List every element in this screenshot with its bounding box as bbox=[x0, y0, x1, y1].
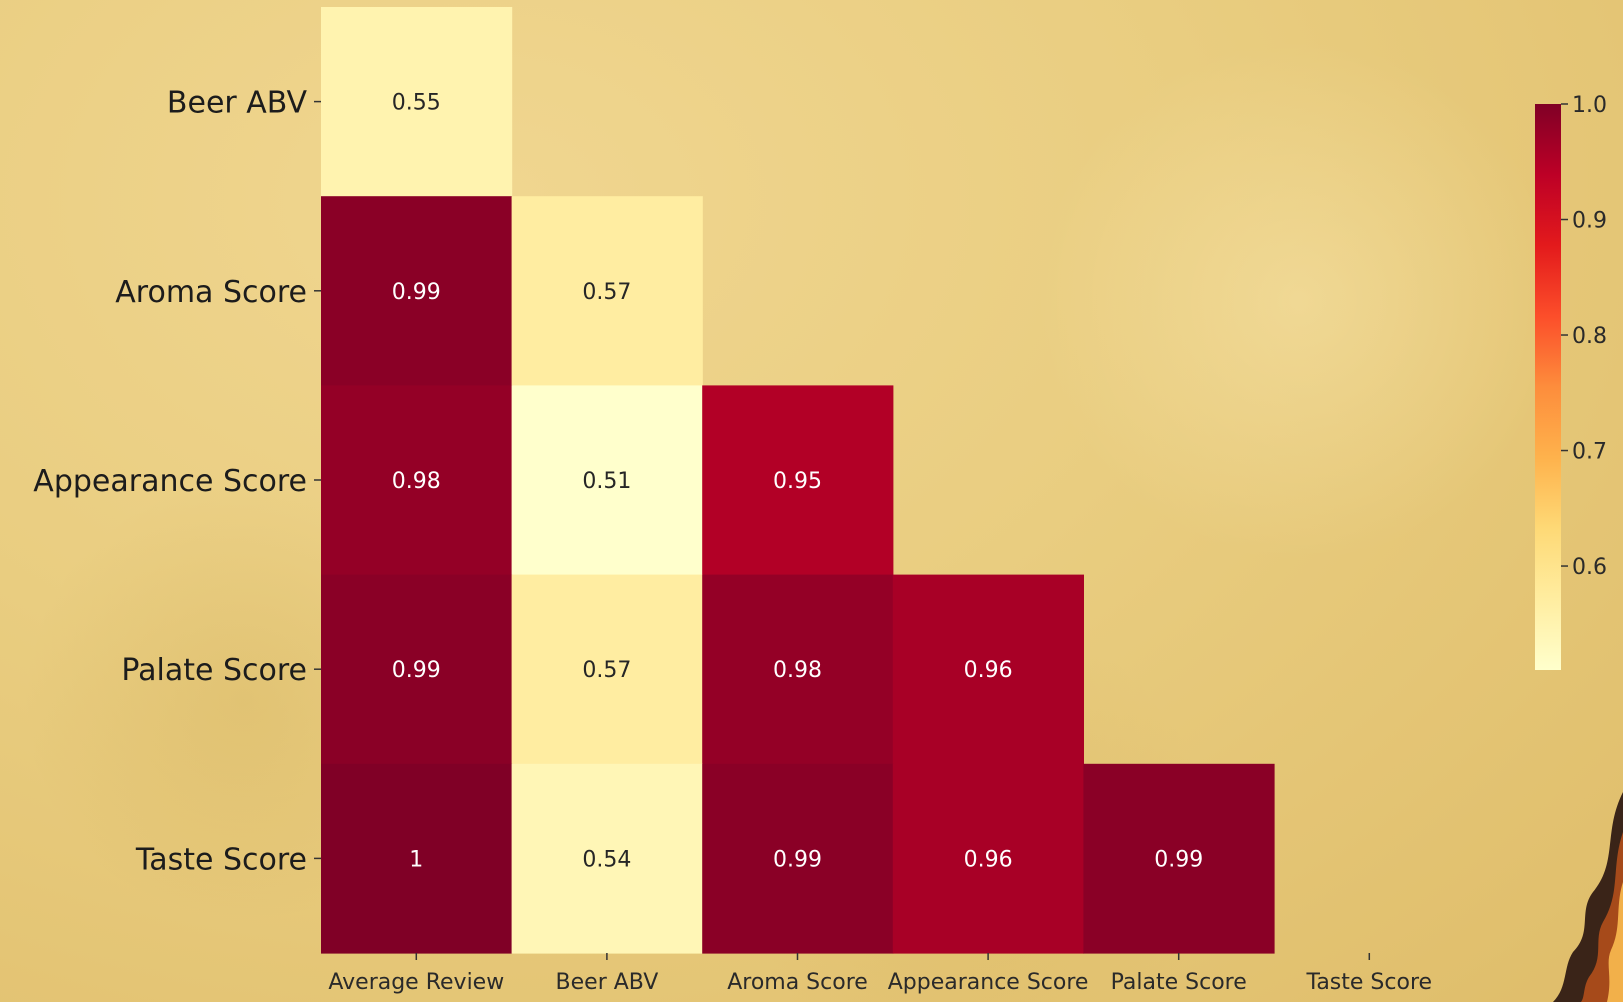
y-axis-label: Palate Score bbox=[121, 653, 307, 688]
heatmap-cell bbox=[321, 7, 513, 197]
cell-annotation: 0.54 bbox=[582, 847, 631, 872]
heatmap-cell bbox=[702, 574, 894, 765]
colorbar-tick-label: 0.7 bbox=[1572, 440, 1607, 465]
heatmap-cell bbox=[321, 574, 513, 765]
colorbar-tick-label: 0.8 bbox=[1572, 324, 1607, 349]
cell-annotation: 0.99 bbox=[1154, 847, 1203, 872]
colorbar bbox=[1535, 104, 1561, 670]
heatmap-cell bbox=[511, 763, 703, 954]
x-axis-label: Appearance Score bbox=[888, 970, 1089, 995]
x-axis-label: Palate Score bbox=[1111, 970, 1247, 995]
x-axis-label: Aroma Score bbox=[727, 970, 868, 995]
cell-annotation: 0.57 bbox=[582, 658, 631, 683]
cell-annotation: 0.99 bbox=[773, 847, 822, 872]
heatmap-cell bbox=[511, 196, 703, 386]
heatmap-cell bbox=[1083, 763, 1275, 954]
cell-annotation: 0.96 bbox=[964, 847, 1013, 872]
cell-annotation: 0.51 bbox=[582, 469, 631, 494]
cell-annotation: 0.96 bbox=[964, 658, 1013, 683]
colorbar-tick-label: 1.0 bbox=[1572, 93, 1607, 118]
y-axis-label: Taste Score bbox=[135, 842, 307, 877]
x-axis-label: Taste Score bbox=[1306, 970, 1433, 995]
cell-annotation: 0.99 bbox=[392, 280, 441, 305]
heatmap-cell bbox=[511, 574, 703, 765]
heatmap-cell bbox=[892, 574, 1084, 765]
y-axis-label: Beer ABV bbox=[167, 86, 308, 121]
cell-annotation: 0.55 bbox=[392, 91, 441, 116]
cell-annotation: 1 bbox=[409, 847, 423, 872]
fire-decoration-icon bbox=[1553, 792, 1623, 1002]
heatmap-cell bbox=[321, 196, 513, 386]
cell-annotation: 0.98 bbox=[392, 469, 441, 494]
cell-annotation: 0.57 bbox=[582, 280, 631, 305]
cell-annotation: 0.95 bbox=[773, 469, 822, 494]
colorbar-tick-label: 0.6 bbox=[1572, 555, 1607, 580]
cell-annotation: 0.99 bbox=[392, 658, 441, 683]
cell-annotation: 0.98 bbox=[773, 658, 822, 683]
heatmap-cell bbox=[511, 385, 703, 576]
heatmap-cell bbox=[321, 763, 513, 954]
y-axis-label: Aroma Score bbox=[115, 275, 307, 310]
x-axis-label: Beer ABV bbox=[556, 970, 659, 995]
colorbar-tick-label: 0.9 bbox=[1572, 209, 1607, 234]
x-axis-label: Average Review bbox=[328, 970, 504, 995]
heatmap-cell bbox=[321, 385, 513, 576]
heatmap-cell bbox=[892, 763, 1084, 954]
heatmap-cell bbox=[702, 385, 894, 576]
heatmap-cell bbox=[702, 763, 894, 954]
y-axis-label: Appearance Score bbox=[33, 464, 307, 499]
